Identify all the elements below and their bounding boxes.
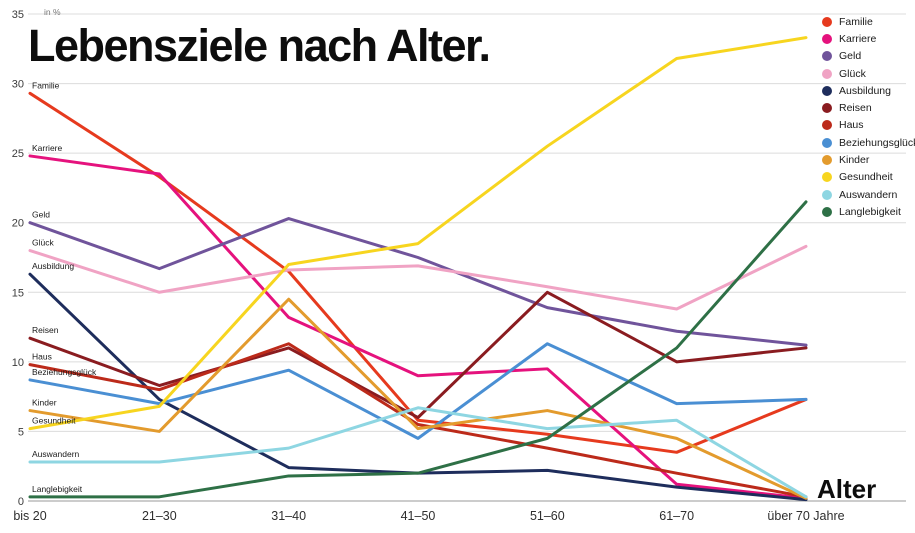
series-start-label: Familie — [32, 80, 60, 90]
y-tick-label: 25 — [12, 148, 24, 160]
series-line-Glück — [28, 244, 808, 311]
legend-label: Beziehungsglück — [839, 136, 915, 149]
legend-label: Haus — [839, 119, 864, 132]
legend-color-dot — [822, 103, 832, 114]
legend-label: Gesundheit — [839, 171, 893, 184]
legend-label: Kinder — [839, 154, 870, 167]
legend-item: Familie — [822, 13, 915, 30]
legend-item: Reisen — [822, 99, 915, 116]
x-tick-label: 21–30 — [142, 509, 177, 523]
legend-item: Kinder — [822, 151, 915, 168]
legend-color-dot — [822, 155, 832, 166]
legend-color-dot — [822, 85, 832, 96]
legend-color-dot — [822, 33, 832, 44]
chart-title: Lebensziele nach Alter. — [28, 20, 491, 71]
y-tick-label: 35 — [12, 9, 24, 21]
legend-item: Auswandern — [822, 186, 915, 203]
series-line-Reisen — [28, 290, 808, 420]
legend-item: Gesundheit — [822, 169, 915, 186]
legend-label: Karriere — [839, 32, 877, 45]
series-start-label: Gesundheit — [32, 416, 76, 426]
series-start-label: Langlebigkeit — [32, 484, 83, 494]
series-line-Haus — [28, 342, 808, 499]
series-start-label: Karriere — [32, 143, 63, 153]
x-tick-label: 31–40 — [271, 509, 306, 523]
x-tick-label: über 70 Jahre — [767, 509, 844, 523]
series-start-label: Glück — [32, 238, 54, 248]
legend-color-dot — [822, 16, 832, 27]
legend-label: Ausbildung — [839, 84, 891, 97]
legend-color-dot — [822, 51, 832, 62]
series-start-label: Auswandern — [32, 449, 80, 459]
legend-label: Auswandern — [839, 188, 898, 201]
legend-color-dot — [822, 68, 832, 79]
x-axis-title: Alter — [817, 474, 877, 504]
series-line-Beziehungsglück — [28, 342, 808, 440]
y-tick-label: 20 — [12, 218, 24, 230]
series-line-Langlebigkeit — [28, 200, 808, 499]
legend-item: Karriere — [822, 30, 915, 47]
series-line-Karriere — [28, 154, 808, 500]
legend-color-dot — [822, 189, 832, 200]
legend-label: Langlebigkeit — [839, 205, 901, 218]
y-tick-label: 10 — [12, 357, 24, 369]
legend-label: Reisen — [839, 102, 872, 115]
series-line-Kinder — [28, 297, 808, 500]
legend-label: Geld — [839, 50, 862, 63]
y-tick-label: 15 — [12, 287, 24, 299]
legend-item: Ausbildung — [822, 82, 915, 99]
series-start-label: Kinder — [32, 398, 57, 408]
legend-color-dot — [822, 206, 832, 217]
y-tick-label: 0 — [18, 496, 24, 508]
series-line-Geld — [28, 217, 808, 347]
legend-color-dot — [822, 120, 832, 131]
series-start-label: Beziehungsglück — [32, 367, 97, 377]
legend-color-dot — [822, 172, 832, 183]
series-start-label: Haus — [32, 352, 52, 362]
series-line-Familie — [28, 91, 808, 454]
series-start-label: Reisen — [32, 325, 59, 335]
legend: Familie Karriere Geld Glück Ausbildung Reisen… — [822, 13, 915, 221]
y-axis-unit-label: in % — [44, 7, 61, 17]
series-start-label: Geld — [32, 210, 50, 220]
x-tick-label: 61–70 — [659, 509, 694, 523]
x-tick-label: 51–60 — [530, 509, 565, 523]
y-tick-label: 30 — [12, 79, 24, 91]
legend-label: Familie — [839, 15, 873, 28]
legend-item: Langlebigkeit — [822, 203, 915, 220]
legend-item: Glück — [822, 65, 915, 82]
y-tick-label: 5 — [18, 426, 24, 438]
legend-item: Haus — [822, 117, 915, 134]
x-tick-label: 41–50 — [401, 509, 436, 523]
series-line-Auswandern — [28, 406, 808, 499]
series-line-Gesundheit — [28, 36, 808, 431]
legend-color-dot — [822, 137, 832, 148]
legend-item: Beziehungsglück — [822, 134, 915, 151]
legend-item: Geld — [822, 48, 915, 65]
series-start-label: Ausbildung — [32, 261, 74, 271]
x-tick-label: bis 20 — [13, 509, 46, 523]
legend-label: Glück — [839, 67, 866, 80]
